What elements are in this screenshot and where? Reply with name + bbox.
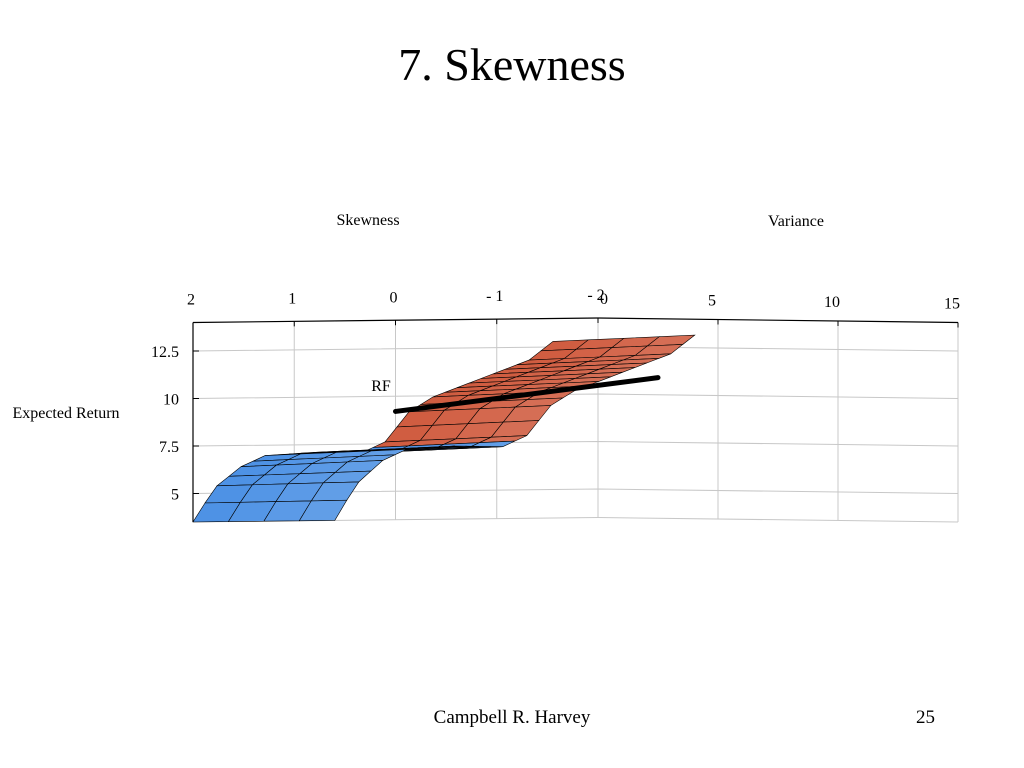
grid-line bbox=[192, 440, 959, 447]
y-axis-title: Variance bbox=[768, 213, 824, 230]
rf-annotation: RF bbox=[371, 378, 391, 395]
chart-grid bbox=[192, 318, 959, 523]
skewness-tick-label: - 2 bbox=[587, 287, 604, 304]
capital-market-line bbox=[393, 375, 661, 414]
return-tick-label: 10 bbox=[163, 392, 179, 409]
variance-axis-line bbox=[597, 317, 959, 324]
return-tick-label: 7.5 bbox=[159, 439, 179, 456]
grid-line bbox=[597, 517, 959, 523]
return-tick-label: 12.5 bbox=[151, 344, 179, 361]
variance-tick-label: 5 bbox=[708, 293, 716, 310]
skewness-tick-label: 2 bbox=[187, 292, 195, 309]
frontier-surface bbox=[192, 334, 696, 523]
skewness-tick-label: - 1 bbox=[486, 288, 503, 305]
variance-tick-label: 0 bbox=[600, 291, 608, 308]
variance-tick-label: 10 bbox=[824, 294, 840, 311]
skewness-tick-label: 1 bbox=[288, 290, 296, 307]
footer-author: Campbell R. Harvey bbox=[433, 707, 591, 728]
z-axis-title: Expected Return bbox=[12, 405, 119, 422]
page-number: 25 bbox=[916, 707, 935, 728]
return-tick-label: 5 bbox=[171, 487, 179, 504]
variance-tick-label: 15 bbox=[944, 296, 960, 313]
slide-title: 7. Skewness bbox=[398, 39, 626, 90]
skewness-tick-label: 0 bbox=[390, 289, 398, 306]
chart-axes bbox=[192, 317, 959, 522]
surface-patch bbox=[298, 499, 348, 522]
grid-line bbox=[192, 393, 959, 399]
x-axis-title: Skewness bbox=[336, 212, 399, 229]
